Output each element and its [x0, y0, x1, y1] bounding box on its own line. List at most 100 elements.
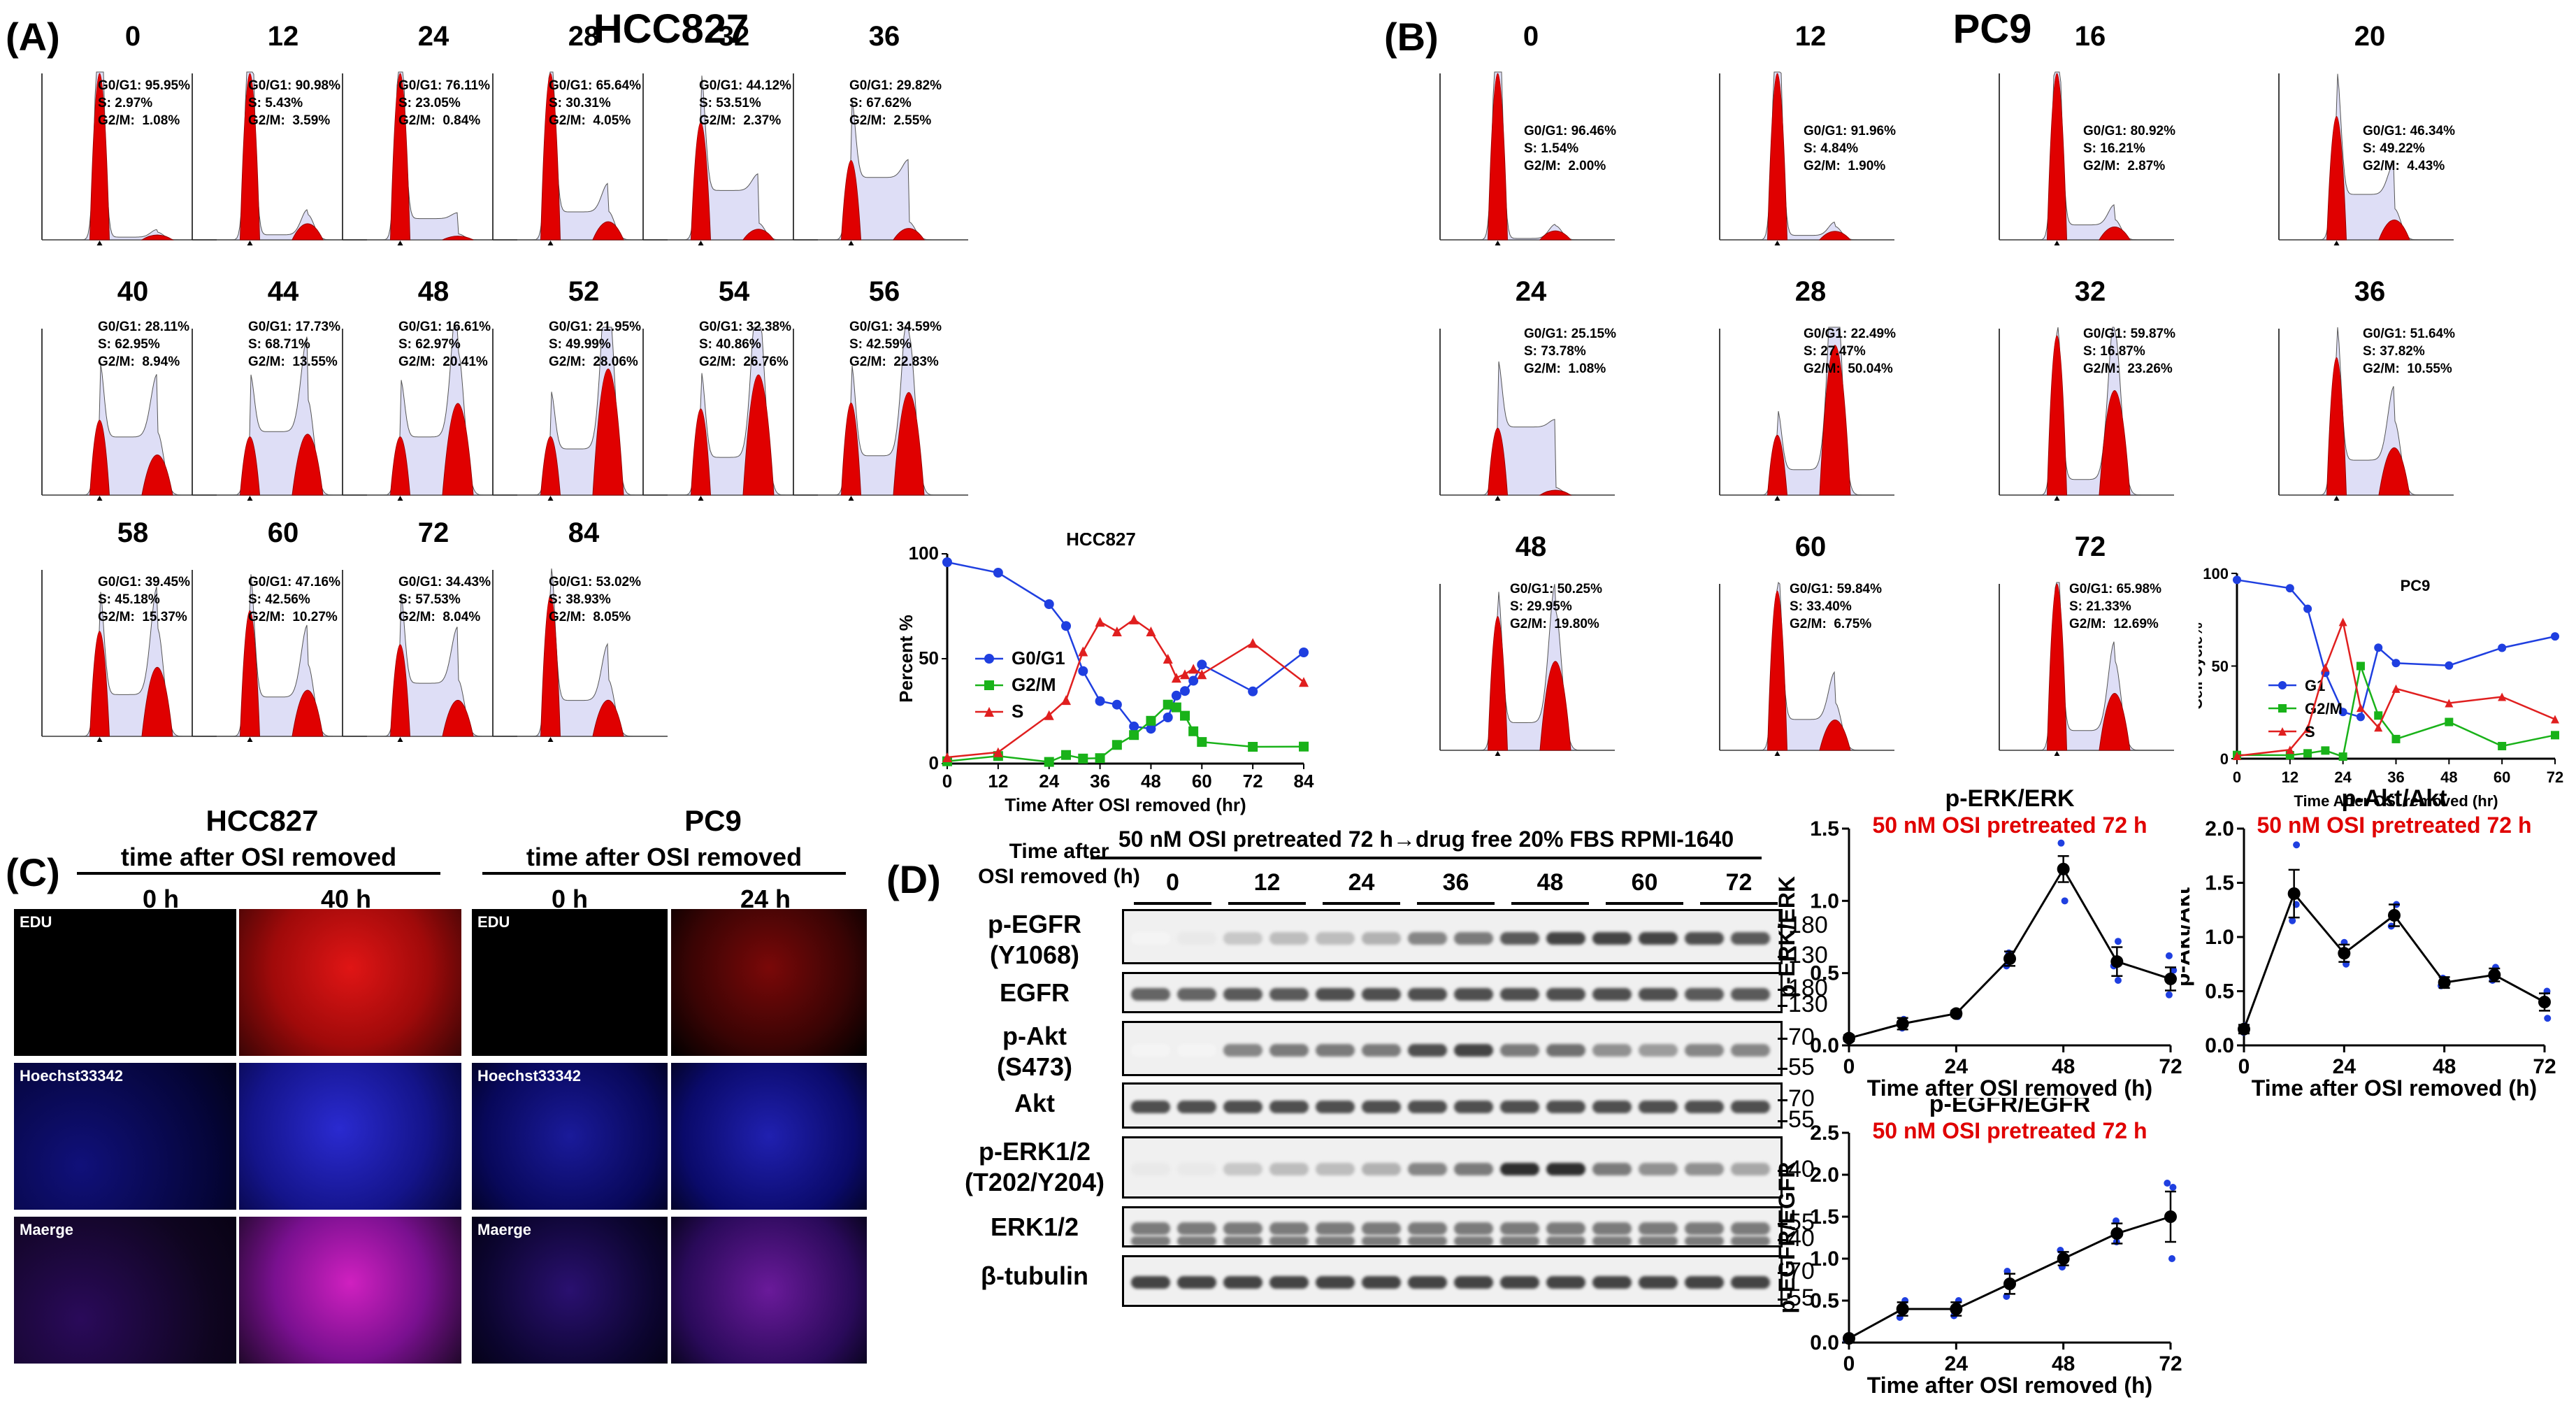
pc9-hist-time: 32 — [2074, 276, 2106, 307]
wb-band — [1223, 1043, 1262, 1057]
g2-peak — [1539, 489, 1572, 496]
stat-s: S: 16.87% — [2083, 344, 2145, 359]
wb-band — [1592, 1162, 1632, 1175]
g2-peak — [742, 374, 775, 496]
data-point — [1248, 686, 1258, 696]
hcc827-micrograph — [239, 909, 461, 1056]
hcc827-hist-time: 28 — [568, 21, 600, 52]
x-tick-label: 0 — [1843, 1352, 1855, 1375]
s-phase-area — [793, 99, 968, 241]
s-phase-area — [343, 71, 517, 241]
marker-icon — [1495, 751, 1501, 756]
hcc827-hist-plot — [492, 327, 668, 501]
x-tick-label: 48 — [1141, 771, 1161, 792]
chart-title: HCC827 — [1066, 533, 1136, 550]
s-phase-area — [343, 593, 517, 737]
wb-band — [1639, 1043, 1678, 1057]
s-phase-area — [1999, 582, 2174, 751]
data-point — [2498, 643, 2507, 652]
y-tick-label: 0.5 — [1810, 962, 1839, 985]
replicate-point — [2293, 841, 2301, 849]
wb-band — [1316, 1236, 1355, 1245]
replicate-point — [2165, 991, 2173, 999]
wb-band — [1316, 987, 1355, 1001]
data-point — [2356, 713, 2365, 722]
wb-band — [1269, 1101, 1309, 1113]
s-phase-area — [42, 71, 217, 241]
replicate-point — [2168, 1255, 2175, 1262]
stat-g2: G2/M: 20.41% — [398, 355, 488, 369]
wb-lane-underline — [1134, 902, 1211, 905]
g1-peak — [2046, 583, 2068, 751]
mean-point — [2338, 947, 2351, 960]
wb-band — [1454, 1236, 1493, 1245]
data-point — [1299, 677, 1309, 687]
data-point — [1078, 646, 1088, 657]
hcc827-hist-time: 24 — [417, 21, 449, 52]
wb-band — [1639, 1276, 1678, 1289]
wb-band — [1731, 987, 1770, 1001]
data-point — [2278, 681, 2287, 689]
pc9-hist-plot — [1719, 71, 1894, 245]
wb-blot — [1122, 1136, 1783, 1199]
wb-band — [1408, 931, 1447, 945]
data-point — [993, 747, 1003, 757]
x-tick-label: 0 — [942, 771, 952, 792]
mean-point — [2287, 887, 2301, 900]
g1-peak — [540, 594, 561, 737]
stat-s: S: 30.31% — [549, 96, 611, 110]
hcc827-hist-stats: G0/G1: 65.64% S: 30.31% G2/M: 4.05% — [549, 77, 641, 129]
marker-icon — [397, 241, 403, 245]
data-point — [1163, 713, 1173, 722]
wb-band — [1362, 987, 1401, 1001]
wb-mw-tick — [1778, 1005, 1787, 1007]
g1-peak — [1766, 434, 1788, 496]
pc9-hist-plot — [2278, 73, 2454, 245]
legend-label: S — [1012, 701, 1023, 722]
hcc827-hist-stats: G0/G1: 34.59% S: 42.59% G2/M: 22.83% — [849, 318, 942, 371]
mean-point — [2003, 1278, 2016, 1290]
wb-mw-tick — [1778, 1299, 1787, 1301]
pakt-chart: p-Akt/Akt 50 nM OSI pretreated 72 h 0 24 48 7… — [2181, 787, 2573, 1108]
wb-protein-label: p-EGFR (Y1068) — [988, 910, 1081, 969]
mean-point — [1843, 1031, 1855, 1045]
hcc827-hist-plot — [642, 73, 818, 245]
g2-peak — [2099, 227, 2131, 241]
x-tick-label: 36 — [1090, 771, 1110, 792]
g1-peak — [1766, 590, 1788, 751]
mean-point — [2488, 968, 2501, 982]
stat-g1: G0/G1: 51.64% — [2363, 327, 2456, 341]
stat-g1: G0/G1: 80.92% — [2083, 124, 2176, 138]
wb-band — [1592, 931, 1632, 945]
data-point — [1180, 669, 1190, 680]
data-point — [1299, 741, 1309, 752]
stat-g2: G2/M: 1.90% — [1804, 159, 1886, 173]
wb-band — [1131, 1276, 1170, 1289]
data-point — [1111, 627, 1122, 636]
hcc827-histogram: 72 G0/G1: 34.43% S: 57.53% G2/M: 8.04% — [329, 517, 538, 759]
stat-s: S: 16.21% — [2083, 141, 2145, 156]
stat-g1: G0/G1: 28.11% — [98, 320, 189, 334]
g2-peak — [1539, 661, 1571, 751]
hcc827-hist-time: 32 — [718, 21, 750, 52]
hcc827-hist-stats: G0/G1: 76.11% S: 23.05% G2/M: 0.84% — [398, 77, 490, 129]
data-point — [1171, 690, 1181, 701]
data-point — [1146, 715, 1156, 726]
stat-s: S: 29.95% — [1510, 599, 1572, 614]
marker-icon — [247, 241, 253, 245]
stat-g1: G0/G1: 59.87% — [2083, 327, 2176, 341]
wb-band — [1269, 1162, 1309, 1175]
wb-protein-label: ERK1/2 — [990, 1213, 1079, 1241]
pc9-histogram: 60 G0/G1: 59.84% S: 33.40% G2/M: 6.75% — [1706, 531, 1915, 773]
wb-band — [1546, 987, 1585, 1001]
data-point — [2498, 692, 2507, 701]
wb-band — [1454, 987, 1493, 1001]
replicate-point — [2114, 938, 2122, 945]
wb-time-point: 72 — [1725, 869, 1753, 896]
hcc827-hist-stats: G0/G1: 44.12% S: 53.51% G2/M: 2.37% — [699, 77, 791, 129]
y-axis-label: p-Akt/Akt — [2181, 887, 2194, 987]
g1-peak — [2046, 73, 2068, 241]
wb-blot — [1122, 972, 1783, 1013]
x-axis-label: Time after OSI removed (h) — [1867, 1373, 2152, 1398]
stat-s: S: 5.43% — [248, 96, 303, 110]
